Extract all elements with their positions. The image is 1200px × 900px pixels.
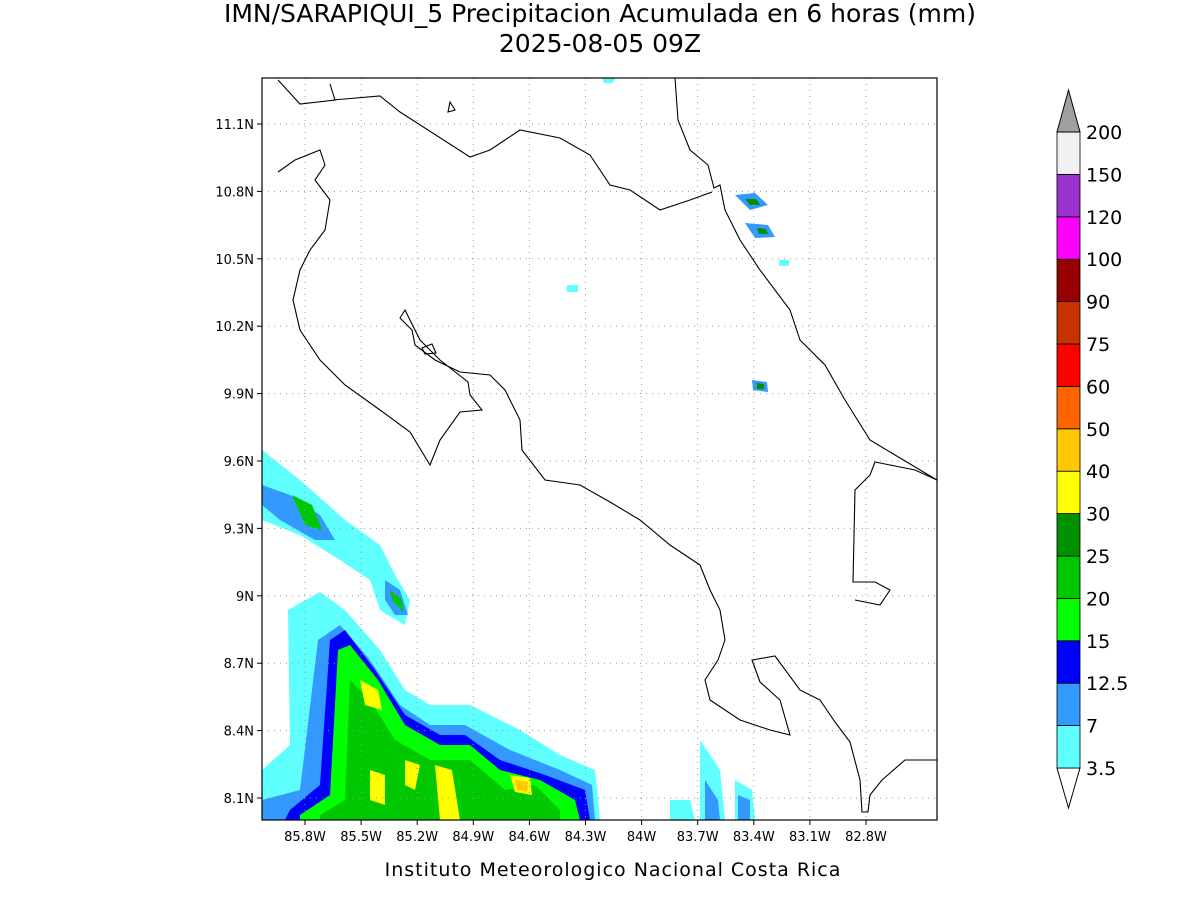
colorbar-segment (1056, 640, 1081, 684)
colorbar-segment (1056, 216, 1081, 260)
lon-label: 85.2W (396, 830, 438, 845)
lat-label: 11.1N (215, 118, 254, 133)
colorbar-segment (1056, 470, 1081, 515)
colorbar: 3.5 7 12.5 15 20 25 30 40 50 60 75 90 100 120 150 200 (1056, 88, 1128, 810)
precip-area (360, 680, 532, 820)
colorbar-segment (1056, 258, 1081, 303)
lat-label: 9N (236, 590, 254, 605)
colorbar-segment (1056, 428, 1081, 472)
colorbar-label: 200 (1086, 122, 1122, 144)
colorbar-segment (1056, 343, 1081, 387)
lat-label: 9.6N (224, 455, 254, 470)
colorbar-segment (1056, 682, 1081, 727)
colorbar-segment (1056, 513, 1081, 557)
colorbar-end (1056, 767, 1081, 810)
footer: Instituto Meteorologico Nacional Costa R… (385, 859, 842, 881)
precip-area (262, 485, 408, 615)
colorbar-label: 20 (1086, 588, 1110, 610)
lat-label: 9.3N (224, 522, 254, 537)
lat-label: 9.9N (224, 388, 254, 403)
lon-label: 84W (627, 830, 657, 845)
colorbar-segment (1056, 385, 1081, 430)
colorbar-label: 75 (1086, 334, 1110, 356)
colorbar-segment (1056, 301, 1081, 345)
title: IMN/SARAPIQUI_5 Precipitacion Acumulada … (224, 0, 976, 28)
colorbar-label: 150 (1086, 164, 1122, 186)
colorbar-label: 120 (1086, 207, 1122, 229)
colorbar-label: 30 (1086, 504, 1110, 526)
precip-area (292, 495, 403, 612)
lon-label: 83.7W (677, 830, 719, 845)
coastline (277, 149, 937, 813)
lon-label: 85.8W (284, 830, 326, 845)
coastline (421, 100, 456, 355)
plot-area: 11.1N 10.8N 10.5N 10.2N 9.9N 9.6N 9.3N 9N 8.7N 8.… (215, 77, 938, 845)
lat-label: 10.8N (215, 185, 254, 200)
precip-area (567, 78, 789, 292)
precip-area (515, 780, 528, 792)
colorbar-label: 40 (1086, 461, 1110, 483)
lon-label: 84.3W (565, 830, 607, 845)
coastline (852, 461, 937, 606)
lat-label: 8.1N (224, 792, 254, 807)
colorbar-label: 15 (1086, 631, 1110, 653)
colorbar-end (1056, 88, 1081, 133)
colorbar-label: 3.5 (1086, 758, 1116, 780)
precipitation (262, 78, 789, 820)
lat-label: 8.7N (224, 657, 254, 672)
lon-label: 84.6W (508, 830, 550, 845)
subtitle: 2025-08-05 09Z (499, 29, 701, 58)
colorbar-label: 25 (1086, 546, 1110, 568)
precip-area (262, 450, 410, 625)
grid: 11.1N 10.8N 10.5N 10.2N 9.9N 9.6N 9.3N 9N 8.7N 8.… (215, 78, 937, 845)
colorbar-label: 60 (1086, 376, 1110, 398)
lon-label: 83.1W (789, 830, 831, 845)
colorbar-segment (1056, 173, 1081, 218)
lon-label: 85.5W (340, 830, 382, 845)
colorbar-label: 12.5 (1086, 673, 1128, 695)
colorbar-label: 90 (1086, 292, 1110, 314)
coastline (277, 78, 937, 481)
colorbar-segment (1056, 555, 1081, 599)
colorbar-segment (1056, 725, 1081, 769)
colorbar-segment (1056, 131, 1081, 175)
precip-area (735, 193, 775, 392)
coastlines (277, 78, 937, 813)
lon-label: 83.4W (733, 830, 775, 845)
colorbar-label: 7 (1086, 716, 1098, 738)
plot-frame (261, 77, 938, 821)
lat-label: 10.2N (215, 320, 254, 335)
colorbar-segment (1056, 598, 1081, 642)
lat-label: 10.5N (215, 253, 254, 268)
lon-label: 84.9W (452, 830, 494, 845)
colorbar-label: 50 (1086, 419, 1110, 441)
colorbar-label: 100 (1086, 249, 1122, 271)
lat-label: 8.4N (224, 725, 254, 740)
lon-label: 82.8W (845, 830, 887, 845)
